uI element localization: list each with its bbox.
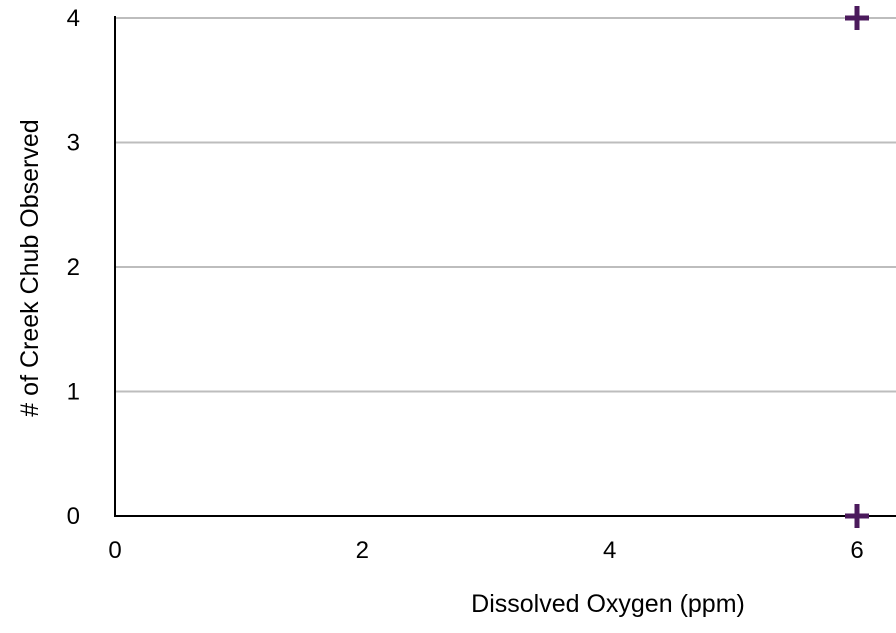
- x-tick-label: 2: [356, 537, 369, 564]
- data-points: [845, 6, 869, 528]
- gridlines: [115, 17, 896, 393]
- x-tick-label: 0: [108, 537, 121, 564]
- axes: [114, 16, 896, 517]
- x-tick-label: 6: [850, 537, 863, 564]
- y-tick-label: 2: [67, 254, 80, 281]
- y-tick-label: 0: [67, 503, 80, 530]
- y-tick-labels: 0 1 2 3 4: [67, 5, 80, 530]
- y-axis-title: # of Creek Chub Observed: [16, 119, 44, 416]
- x-axis-title: Dissolved Oxygen (ppm): [471, 590, 745, 618]
- x-tick-labels: 0 2 4 6: [108, 537, 863, 564]
- data-point-marker: [845, 504, 869, 528]
- y-tick-label: 1: [67, 379, 80, 406]
- data-point-marker: [845, 6, 869, 30]
- x-tick-label: 4: [603, 537, 616, 564]
- y-tick-label: 4: [67, 5, 80, 32]
- y-tick-label: 3: [67, 130, 80, 157]
